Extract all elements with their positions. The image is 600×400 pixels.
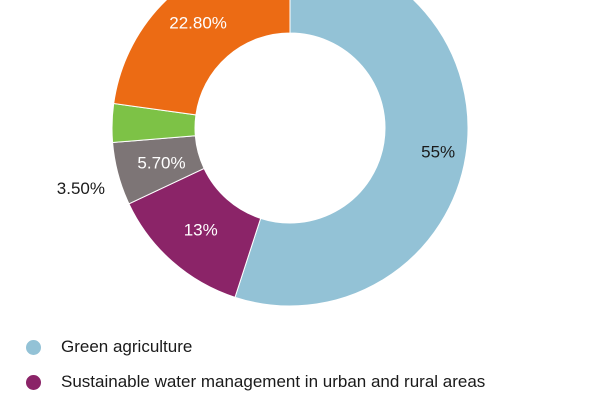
donut-chart: 55% 13% 5.70% 3.50% 22.80% <box>57 0 469 307</box>
legend-label-sustainable-water: Sustainable water management in urban an… <box>61 372 486 391</box>
chart-legend: Green agriculture Sustainable water mana… <box>26 336 596 400</box>
donut-slice-slice-5 <box>113 0 291 116</box>
legend-swatch-green-agriculture <box>26 339 41 355</box>
donut-slice-green-agriculture <box>234 0 469 307</box>
data-label-slice-4: 3.50% <box>57 179 105 198</box>
legend-label-green-agriculture: Green agriculture <box>61 337 193 356</box>
legend-item-green-agriculture: Green agriculture <box>26 336 596 358</box>
data-label-slice-3: 5.70% <box>137 153 185 172</box>
data-label-slice-5: 22.80% <box>169 13 227 32</box>
data-label-green-agriculture: 55% <box>421 142 455 161</box>
legend-swatch-sustainable-water <box>26 374 41 390</box>
data-label-sustainable-water-management-in-urban-and-rural-areas: 13% <box>184 220 218 239</box>
legend-item-sustainable-water: Sustainable water management in urban an… <box>26 371 596 393</box>
